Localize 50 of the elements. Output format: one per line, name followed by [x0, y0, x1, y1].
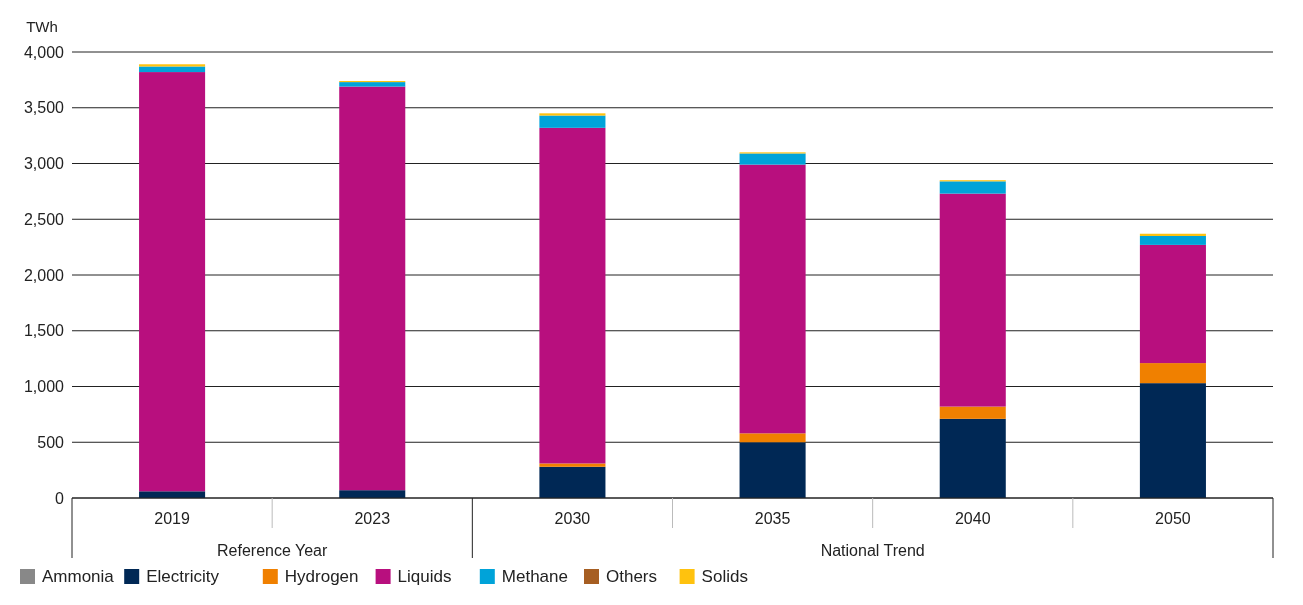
bar: [1139, 244, 1206, 364]
bar: [939, 418, 1006, 498]
bar: [739, 433, 806, 443]
bar: [1139, 383, 1206, 498]
y-tick-label: 500: [37, 433, 65, 451]
y-tick-label: 1,000: [23, 378, 65, 396]
x-tick-label: 2019: [154, 510, 190, 527]
y-tick-label: 3,000: [23, 155, 65, 173]
text: National Trend: [820, 542, 925, 559]
bar: [1139, 363, 1206, 384]
legend-label: Hydrogen: [284, 567, 359, 586]
bar: [139, 72, 206, 492]
y-tick-label: 4,000: [23, 43, 65, 61]
x-tick-label: 2040: [954, 510, 991, 527]
x-tick-label: 2035: [754, 510, 791, 527]
bar: [139, 66, 206, 73]
y-tick-label: 1,500: [23, 322, 65, 340]
bar: [739, 153, 806, 165]
bar: [339, 86, 406, 491]
bar: [339, 82, 406, 87]
bar: [939, 406, 1006, 419]
legend-label: Others: [606, 567, 658, 586]
x-tick-label: 2023: [354, 510, 391, 527]
legend-label: Electricity: [146, 567, 220, 586]
bar: [739, 442, 806, 498]
bar: [339, 490, 406, 498]
y-axis-title: TWh: [26, 18, 58, 35]
bar: [939, 181, 1006, 194]
bar: [539, 113, 606, 116]
text: Reference Year: [217, 542, 328, 559]
bar: [1139, 235, 1206, 245]
bar: [1139, 233, 1206, 236]
y-tick-label: 2,500: [23, 210, 65, 228]
bar: [539, 127, 606, 464]
bar: [939, 193, 1006, 407]
y-tick-label: 0: [55, 489, 65, 507]
bar: [739, 164, 806, 434]
x-tick-label: 2030: [554, 510, 591, 527]
legend-label: Liquids: [397, 567, 452, 586]
x-tick-label: 2050: [1155, 510, 1191, 527]
bar: [139, 64, 206, 67]
bar: [539, 466, 606, 498]
y-tick-label: 2,000: [23, 266, 65, 284]
bar: [539, 115, 606, 128]
y-tick-label: 3,500: [23, 99, 65, 117]
legend-label: Solids: [701, 567, 748, 586]
bar: [139, 491, 206, 498]
legend-label: Ammonia: [42, 567, 115, 586]
legend-label: Methane: [501, 567, 568, 586]
bar: [539, 463, 606, 467]
